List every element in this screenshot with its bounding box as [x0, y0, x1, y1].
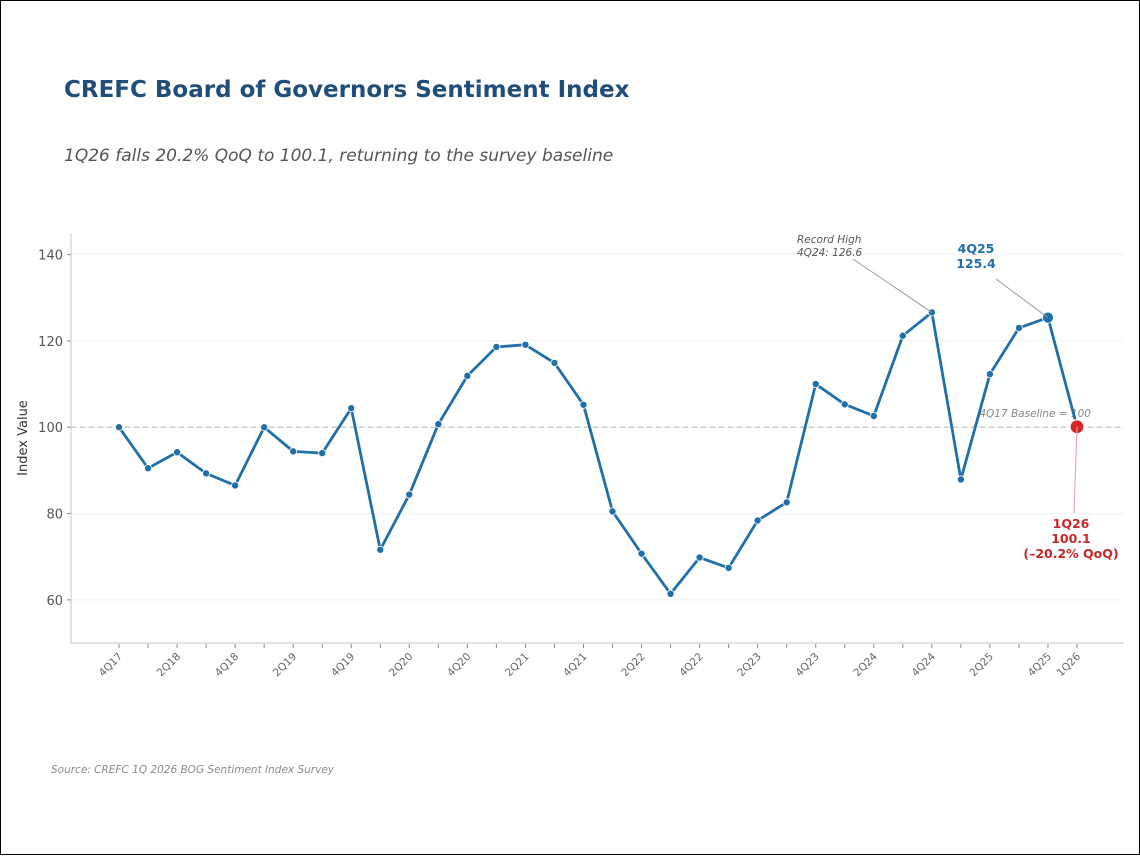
x-tick-label: 2Q25: [968, 651, 997, 680]
data-point-1q19: [260, 423, 269, 432]
x-tick-label: 4Q18: [213, 651, 242, 680]
data-point-2q19: [289, 447, 298, 456]
source-note: Source: CREFC 1Q 2026 BOG Sentiment Inde…: [51, 764, 334, 776]
x-tick-label: 4Q21: [561, 651, 590, 680]
data-point-2q21: [521, 340, 530, 349]
chart-subtitle: 1Q26 falls 20.2% QoQ to 100.1, returning…: [64, 146, 614, 166]
x-tick-label: 2Q23: [735, 651, 764, 680]
x-tick-label: 4Q20: [445, 651, 474, 680]
data-point-3q23: [782, 498, 791, 507]
y-tick-label: 100: [38, 421, 63, 436]
data-point-4q22: [695, 553, 704, 562]
x-tick-label: 4Q22: [677, 651, 706, 680]
data-point-3q21: [550, 358, 559, 367]
x-tick-label: 2Q22: [619, 651, 648, 680]
data-point-2q20: [405, 490, 414, 499]
annotation-text-1q26: 1Q26: [1053, 516, 1090, 531]
x-tick-label: 4Q24: [909, 650, 938, 679]
series-group: [115, 308, 1085, 598]
data-point-2q24: [869, 411, 878, 420]
x-tick-label: 2Q18: [155, 651, 184, 680]
data-point-3q22: [666, 589, 675, 598]
y-tick-label: 140: [38, 249, 63, 264]
x-tick-label: 1Q26: [1055, 650, 1084, 679]
y-axis-label: Index Value: [16, 400, 31, 476]
data-point-2q23: [753, 516, 762, 525]
data-point-2q22: [637, 549, 646, 558]
data-point-2q18: [173, 448, 182, 457]
data-point-1q21: [492, 342, 501, 351]
x-tick-label: 4Q19: [329, 651, 358, 680]
data-point-1q23: [724, 563, 733, 572]
data-point-3q25: [1014, 323, 1023, 332]
annotation-leader-4q25: [995, 278, 1049, 318]
data-point-1q22: [608, 507, 617, 516]
annotation-text-1q26: (–20.2% QoQ): [1023, 546, 1118, 561]
annotation-text-1q26: 100.1: [1051, 531, 1091, 546]
data-point-1q25: [956, 475, 965, 484]
x-tick-label: 4Q25: [1026, 651, 1055, 680]
data-point-1q18: [144, 464, 153, 473]
data-point-4q23: [811, 380, 820, 389]
data-point-3q18: [202, 469, 211, 478]
y-tick-label: 60: [46, 594, 63, 609]
baseline-reference: 4Q17 Baseline = 100: [71, 408, 1124, 428]
gridlines: [71, 254, 1124, 601]
data-point-2q25: [985, 370, 994, 379]
annotation-leader-4q24: [852, 258, 933, 313]
data-point-4q21: [579, 400, 588, 409]
x-tick-label: 2Q19: [271, 651, 300, 680]
data-point-3q20: [434, 420, 443, 429]
x-tick-label: 2Q20: [387, 651, 416, 680]
annotation-text-4q25: 4Q25: [958, 241, 995, 256]
x-tick-label: 2Q21: [503, 651, 532, 680]
series-line: [117, 311, 1079, 596]
annotation-text-4q24: Record High: [797, 234, 861, 246]
data-point-4q19: [347, 404, 356, 413]
annotation-text-4q25: 125.4: [956, 256, 996, 271]
y-tick-label: 120: [38, 335, 63, 350]
data-point-1q20: [376, 545, 385, 554]
axes: 60 80 100 120 140 4Q17 2Q18 4Q18 2Q19 4Q19 2Q20 4Q2…: [38, 233, 1124, 679]
data-point-1q24: [840, 400, 849, 409]
annotation-text-4q24: 4Q24: 126.6: [797, 247, 863, 259]
x-tick-label: 2Q24: [851, 650, 880, 679]
data-point-4q17: [115, 423, 124, 432]
y-tick-label: 80: [46, 508, 63, 523]
chart-title: CREFC Board of Governors Sentiment Index: [64, 77, 630, 103]
x-tick-label: 4Q23: [793, 651, 822, 680]
x-tick-label: 4Q17: [97, 651, 126, 680]
data-point-4q18: [231, 481, 240, 490]
baseline-label: 4Q17 Baseline = 100: [979, 408, 1091, 420]
data-point-4q20: [463, 371, 472, 380]
data-point-3q24: [898, 331, 907, 340]
annotation-leader-1q26: [1073, 426, 1078, 514]
data-point-3q19: [318, 449, 327, 458]
